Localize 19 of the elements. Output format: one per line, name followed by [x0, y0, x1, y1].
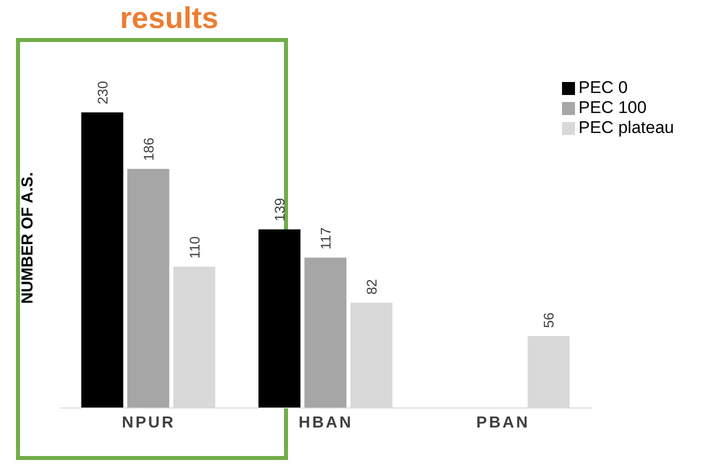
data-label: 110 [186, 236, 202, 259]
x-tick-label: NPUR [122, 414, 176, 432]
data-label: 186 [140, 137, 156, 161]
x-tick-label: PBAN [476, 414, 530, 432]
data-label: 117 [317, 227, 334, 250]
data-label: 230 [94, 80, 110, 104]
chart-title: results [120, 2, 218, 36]
legend-label: PEC 100 [578, 98, 647, 117]
bar [127, 168, 170, 408]
data-label: 139 [271, 198, 288, 222]
data-label: 82 [363, 278, 380, 295]
y-axis-title: NUMBER OF A.S. [20, 172, 37, 304]
x-tick-label: HBAN [298, 414, 353, 432]
bar [258, 229, 300, 408]
bar [304, 258, 346, 408]
legend-label: PEC plateau [578, 118, 674, 137]
bar [81, 112, 124, 408]
data-label: 56 [540, 312, 557, 328]
legend-label: PEC 0 [578, 78, 628, 97]
